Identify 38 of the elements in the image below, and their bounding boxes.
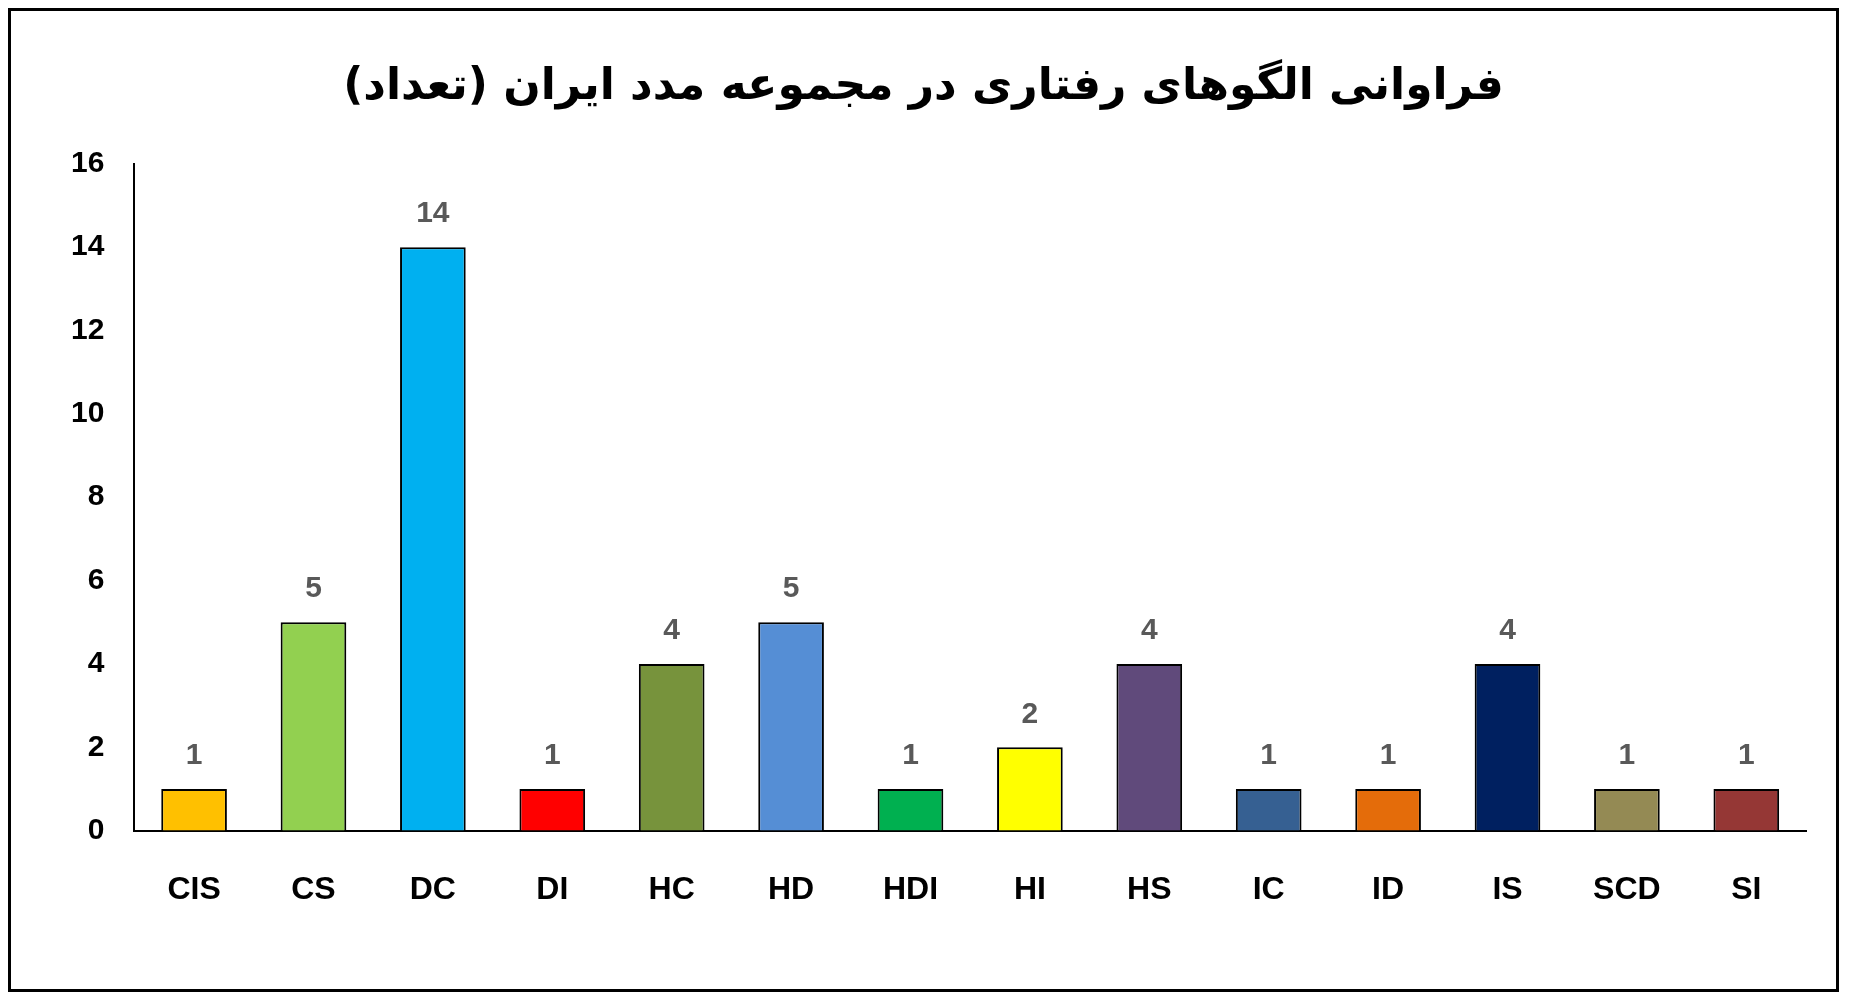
y-tick-label: 10 (70, 395, 105, 429)
data-label: 2 (1021, 695, 1039, 729)
x-tick-label: DC (409, 869, 456, 906)
x-tick-label: SCD (1593, 869, 1661, 906)
y-tick-label: 12 (70, 311, 105, 345)
y-tick-label: 0 (87, 811, 105, 845)
data-label: 1 (543, 737, 561, 771)
x-tick-label: IS (1492, 869, 1523, 906)
y-tick-label: 6 (87, 561, 105, 595)
data-label: 4 (663, 612, 681, 646)
x-tick-label: HC (648, 869, 695, 906)
chart-title: فراوانی الگوهای رفتاری در مجموعه مدد ایران (تعداد) (343, 57, 1504, 110)
y-tick-label: 16 (70, 145, 105, 179)
data-label: 1 (1260, 737, 1278, 771)
x-tick-label: CIS (167, 869, 221, 906)
x-tick-label: DI (536, 869, 569, 906)
data-label: 5 (782, 570, 800, 604)
data-label: 1 (185, 737, 203, 771)
x-tick-label: HI (1013, 869, 1046, 906)
y-tick-label: 4 (87, 645, 105, 679)
y-tick-label: 14 (70, 228, 105, 262)
data-label: 1 (1379, 737, 1397, 771)
x-tick-label: CS (291, 869, 336, 906)
data-label: 4 (1499, 612, 1517, 646)
data-label: 14 (416, 195, 450, 229)
data-label: 1 (1737, 737, 1755, 771)
x-tick-label: HDI (882, 869, 939, 906)
data-label: 1 (902, 737, 919, 771)
x-tick-label: SI (1731, 869, 1762, 906)
y-tick-label: 2 (87, 728, 105, 762)
data-label: 4 (1140, 612, 1158, 646)
data-label: 5 (305, 570, 322, 604)
x-tick-label: HD (767, 869, 815, 906)
y-tick-label: 8 (87, 478, 105, 512)
x-tick-label: IC (1252, 869, 1285, 906)
data-label: 1 (1618, 737, 1636, 771)
x-tick-label: ID (1372, 869, 1405, 906)
x-tick-label: HS (1127, 869, 1172, 906)
